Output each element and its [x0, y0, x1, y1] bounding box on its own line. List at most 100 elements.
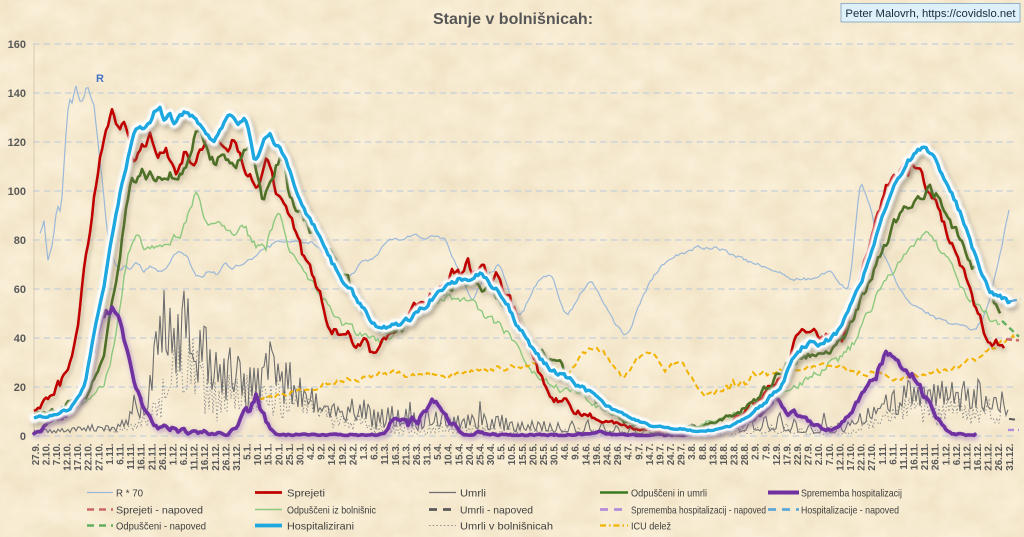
- svg-text:14.7.: 14.7.: [645, 443, 656, 465]
- svg-text:9.6.: 9.6.: [571, 443, 582, 460]
- svg-text:17.10.: 17.10.: [73, 443, 84, 471]
- svg-text:26.11.: 26.11.: [931, 443, 942, 470]
- svg-text:10.4.: 10.4.: [444, 443, 455, 465]
- svg-text:11.12.: 11.12.: [963, 443, 974, 470]
- svg-text:17.10.: 17.10.: [846, 443, 857, 471]
- svg-text:80: 80: [14, 235, 26, 247]
- svg-text:16.12.: 16.12.: [973, 443, 984, 471]
- svg-text:21.11.: 21.11.: [147, 443, 158, 470]
- svg-text:19.2.: 19.2.: [338, 443, 349, 465]
- svg-text:22.10.: 22.10.: [857, 443, 868, 471]
- svg-text:31.12.: 31.12.: [232, 443, 243, 471]
- svg-text:26.12.: 26.12.: [994, 443, 1005, 471]
- svg-text:30.5.: 30.5.: [550, 443, 561, 465]
- svg-text:160: 160: [8, 39, 26, 51]
- svg-text:7.10.: 7.10.: [825, 443, 836, 465]
- svg-text:10.5.: 10.5.: [507, 443, 518, 465]
- svg-text:22.10.: 22.10.: [84, 443, 95, 471]
- svg-text:2.10.: 2.10.: [41, 443, 52, 465]
- svg-text:28.8.: 28.8.: [740, 443, 751, 465]
- svg-text:Stanje v bolnišnicah:: Stanje v bolnišnicah:: [433, 11, 593, 28]
- svg-text:29.7.: 29.7.: [677, 443, 688, 465]
- svg-text:ICU delež: ICU delež: [631, 520, 671, 532]
- svg-text:Umrli v bolnišnicah: Umrli v bolnišnicah: [460, 520, 553, 532]
- svg-text:21.11.: 21.11.: [920, 443, 931, 470]
- svg-text:Peter Malovrh, https://covidsl: Peter Malovrh, https://covidslo.net: [845, 8, 1016, 20]
- svg-text:140: 140: [8, 88, 26, 100]
- svg-text:12.10.: 12.10.: [835, 443, 846, 471]
- svg-text:11.12.: 11.12.: [190, 443, 201, 470]
- svg-text:24.2.: 24.2.: [348, 443, 359, 465]
- svg-text:25.4.: 25.4.: [476, 443, 487, 465]
- svg-text:13.8.: 13.8.: [708, 443, 719, 465]
- svg-text:31.3.: 31.3.: [423, 443, 434, 465]
- svg-text:21.12.: 21.12.: [984, 443, 995, 471]
- svg-text:15.5.: 15.5.: [518, 443, 529, 465]
- svg-text:1.12.: 1.12.: [941, 443, 952, 465]
- svg-text:R: R: [96, 73, 104, 85]
- svg-text:26.11.: 26.11.: [158, 443, 169, 470]
- svg-text:11.11.: 11.11.: [899, 443, 910, 469]
- svg-text:12.10.: 12.10.: [63, 443, 74, 471]
- svg-text:27.10.: 27.10.: [94, 443, 105, 471]
- svg-text:4.2.: 4.2.: [306, 443, 317, 460]
- svg-text:5.1.: 5.1.: [243, 443, 254, 460]
- svg-text:3.8.: 3.8.: [687, 443, 698, 460]
- svg-text:20.1.: 20.1.: [274, 443, 285, 465]
- svg-text:29.6.: 29.6.: [613, 443, 624, 465]
- svg-text:1.11.: 1.11.: [878, 443, 889, 465]
- svg-text:R * 70: R * 70: [116, 487, 143, 499]
- svg-text:30.4.: 30.4.: [486, 443, 497, 465]
- svg-text:1.3.: 1.3.: [359, 443, 370, 460]
- svg-text:27.9.: 27.9.: [804, 443, 815, 465]
- svg-text:19.7.: 19.7.: [655, 443, 666, 465]
- svg-text:23.8.: 23.8.: [730, 443, 741, 465]
- svg-text:16.12.: 16.12.: [200, 443, 211, 471]
- svg-text:6.12.: 6.12.: [952, 443, 963, 465]
- svg-text:16.11.: 16.11.: [910, 443, 921, 470]
- svg-text:5.4.: 5.4.: [433, 443, 444, 460]
- svg-text:12.9.: 12.9.: [772, 443, 783, 465]
- svg-text:11.11.: 11.11.: [126, 443, 137, 469]
- svg-text:25.5.: 25.5.: [539, 443, 550, 465]
- svg-text:9.2.: 9.2.: [317, 443, 328, 460]
- svg-text:6.11.: 6.11.: [116, 443, 127, 465]
- svg-text:16.3.: 16.3.: [391, 443, 402, 465]
- svg-text:Odpuščeni in umrli: Odpuščeni in umrli: [631, 487, 707, 499]
- svg-text:26.12.: 26.12.: [221, 443, 232, 471]
- svg-text:Sprememba hospitalizacij - nap: Sprememba hospitalizacij - napoved: [631, 504, 766, 516]
- svg-text:17.9.: 17.9.: [783, 443, 794, 465]
- svg-text:60: 60: [14, 284, 26, 296]
- svg-text:18.8.: 18.8.: [719, 443, 730, 465]
- svg-text:100: 100: [8, 186, 26, 198]
- svg-text:40: 40: [14, 333, 26, 345]
- svg-text:26.3.: 26.3.: [412, 443, 423, 465]
- svg-text:7.10.: 7.10.: [52, 443, 63, 465]
- svg-text:Hospitalizacije - napoved: Hospitalizacije - napoved: [801, 504, 899, 516]
- svg-text:15.4.: 15.4.: [454, 443, 465, 465]
- svg-text:Sprememba hospitalizacij: Sprememba hospitalizacij: [801, 487, 902, 499]
- svg-text:Umrli: Umrli: [460, 487, 486, 499]
- svg-text:8.8.: 8.8.: [698, 443, 709, 460]
- svg-text:6.11.: 6.11.: [888, 443, 899, 465]
- svg-text:1.12.: 1.12.: [168, 443, 179, 465]
- svg-text:16.11.: 16.11.: [137, 443, 148, 470]
- svg-text:1.11.: 1.11.: [105, 443, 116, 465]
- svg-text:Odpuščeni - napoved: Odpuščeni - napoved: [116, 520, 206, 532]
- svg-text:120: 120: [8, 137, 26, 149]
- svg-text:27.9.: 27.9.: [31, 443, 42, 465]
- svg-text:4.6.: 4.6.: [560, 443, 571, 460]
- svg-text:20.4.: 20.4.: [465, 443, 476, 465]
- svg-text:31.12.: 31.12.: [1005, 443, 1016, 471]
- svg-text:Odpuščeni iz bolnišnic: Odpuščeni iz bolnišnic: [287, 504, 376, 516]
- svg-text:14.2.: 14.2.: [327, 443, 338, 465]
- svg-text:9.7.: 9.7.: [634, 443, 645, 460]
- svg-text:4.7.: 4.7.: [624, 443, 635, 460]
- svg-text:19.6.: 19.6.: [592, 443, 603, 465]
- svg-text:27.10.: 27.10.: [867, 443, 878, 471]
- svg-text:5.5.: 5.5.: [497, 443, 508, 460]
- svg-text:Umrli - napoved: Umrli - napoved: [460, 504, 533, 516]
- svg-text:21.12.: 21.12.: [211, 443, 222, 471]
- svg-text:30.1.: 30.1.: [296, 443, 307, 465]
- svg-text:20: 20: [14, 382, 26, 394]
